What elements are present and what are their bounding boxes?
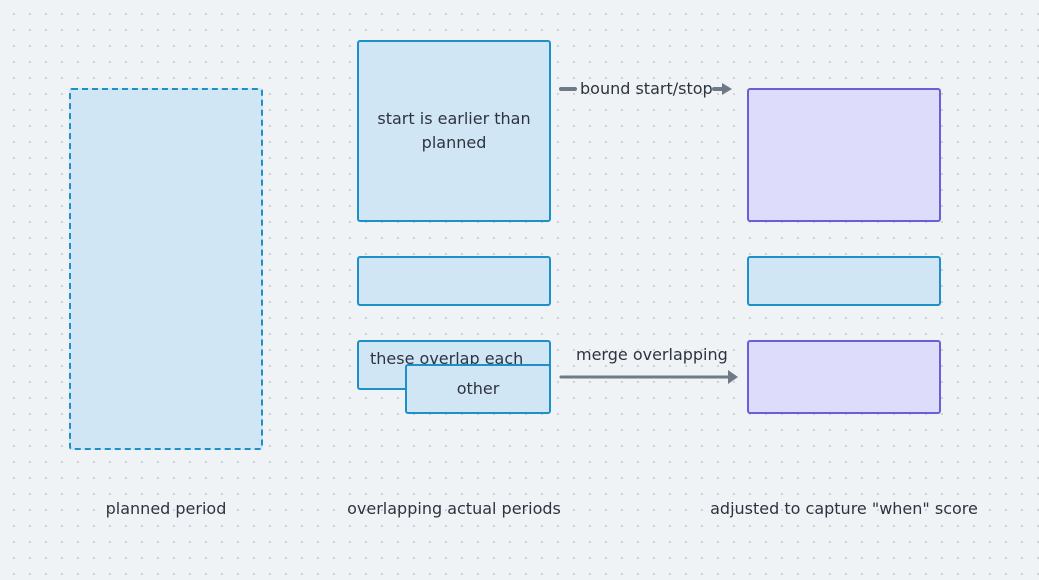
caption-planned: planned period [105,499,227,518]
adjusted-period-bounded [747,88,941,222]
merge-arrow-label: merge overlapping [576,345,728,364]
bound-arrow-head [722,83,732,95]
adjusted-period-middle [747,256,941,306]
actual-period-early-start: start is earlier than planned [357,40,551,222]
overlap-a-label: these overlap each [370,349,524,368]
bound-arrow-label: bound start/stop [580,79,713,98]
actual-period-overlap-b: other [405,364,551,414]
caption-adjusted: adjusted to capture "when" score [710,499,978,518]
early-start-label: start is earlier than planned [377,109,531,152]
merge-arrow-head [728,370,738,384]
adjusted-period-merged [747,340,941,414]
actual-period-middle [357,256,551,306]
caption-actual: overlapping actual periods [347,499,561,518]
overlap-b-label: other [456,379,500,398]
planned-period-box [69,88,263,450]
